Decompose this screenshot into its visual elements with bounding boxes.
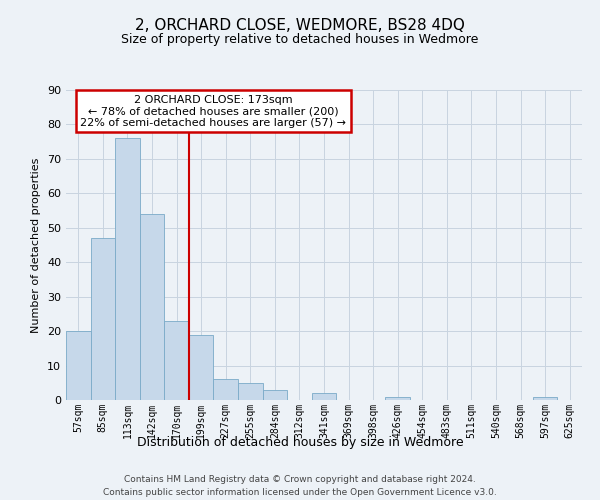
Bar (263, 390, 287, 400)
Bar (214, 380, 238, 400)
Text: Size of property relative to detached houses in Wedmore: Size of property relative to detached ho… (121, 32, 479, 46)
Bar (533, 396, 557, 400)
Y-axis label: Number of detached properties: Number of detached properties (31, 158, 41, 332)
Text: 2 ORCHARD CLOSE: 173sqm
← 78% of detached houses are smaller (200)
22% of semi-d: 2 ORCHARD CLOSE: 173sqm ← 78% of detache… (80, 94, 346, 128)
Bar (312, 393, 336, 400)
Bar (140, 214, 164, 400)
Text: Contains HM Land Registry data © Crown copyright and database right 2024.: Contains HM Land Registry data © Crown c… (124, 476, 476, 484)
Bar (91, 238, 115, 400)
Bar (164, 321, 189, 400)
Bar (66, 331, 91, 400)
Text: Contains public sector information licensed under the Open Government Licence v3: Contains public sector information licen… (103, 488, 497, 497)
Bar (385, 396, 410, 400)
Bar (189, 334, 214, 400)
Text: Distribution of detached houses by size in Wedmore: Distribution of detached houses by size … (137, 436, 463, 449)
Bar (238, 383, 263, 400)
Text: 2, ORCHARD CLOSE, WEDMORE, BS28 4DQ: 2, ORCHARD CLOSE, WEDMORE, BS28 4DQ (135, 18, 465, 32)
Bar (115, 138, 140, 400)
